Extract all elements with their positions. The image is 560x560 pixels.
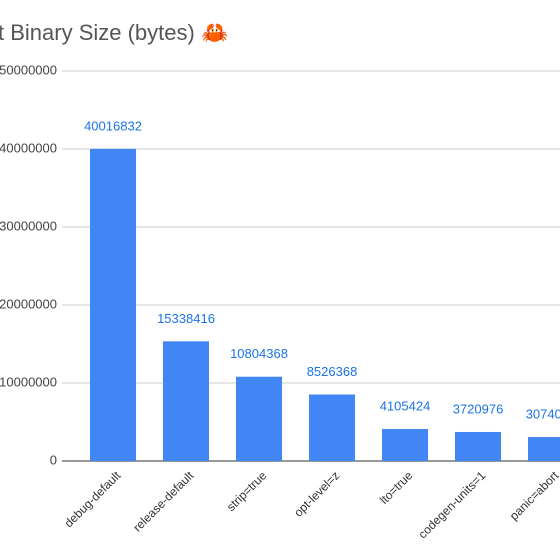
- x-tick-label: release-default: [130, 468, 197, 535]
- y-tick-label: 40000000: [0, 140, 57, 155]
- x-tick-label: lto=true: [377, 468, 416, 507]
- data-label: 3074048: [526, 406, 560, 421]
- y-tick-label: 10000000: [0, 374, 57, 389]
- x-tick-label: debug-default: [62, 468, 124, 530]
- chart-title: t Binary Size (bytes) 🦀: [0, 20, 228, 45]
- x-tick-label: codegen-units=1: [415, 468, 488, 541]
- bar: [382, 428, 428, 461]
- data-label: 8526368: [307, 364, 358, 379]
- data-label: 15338416: [157, 311, 215, 326]
- bar: [90, 148, 136, 461]
- data-label: 10804368: [230, 346, 288, 361]
- bar: [236, 376, 282, 461]
- y-tick-label: 30000000: [0, 218, 57, 233]
- y-tick-label: 0: [50, 452, 57, 467]
- data-label: 40016832: [84, 118, 142, 133]
- data-label: 3720976: [453, 401, 504, 416]
- x-tick-label: strip=true: [224, 468, 270, 514]
- x-tick-label: panic=abort: [507, 468, 560, 523]
- bar: [528, 437, 560, 461]
- bar: [309, 394, 355, 461]
- data-label: 4105424: [380, 398, 431, 413]
- y-tick-label: 20000000: [0, 296, 57, 311]
- bar: [455, 431, 501, 461]
- bar: [163, 341, 209, 461]
- y-tick-label: 50000000: [0, 62, 57, 77]
- x-tick-label: opt-level=z: [291, 468, 342, 519]
